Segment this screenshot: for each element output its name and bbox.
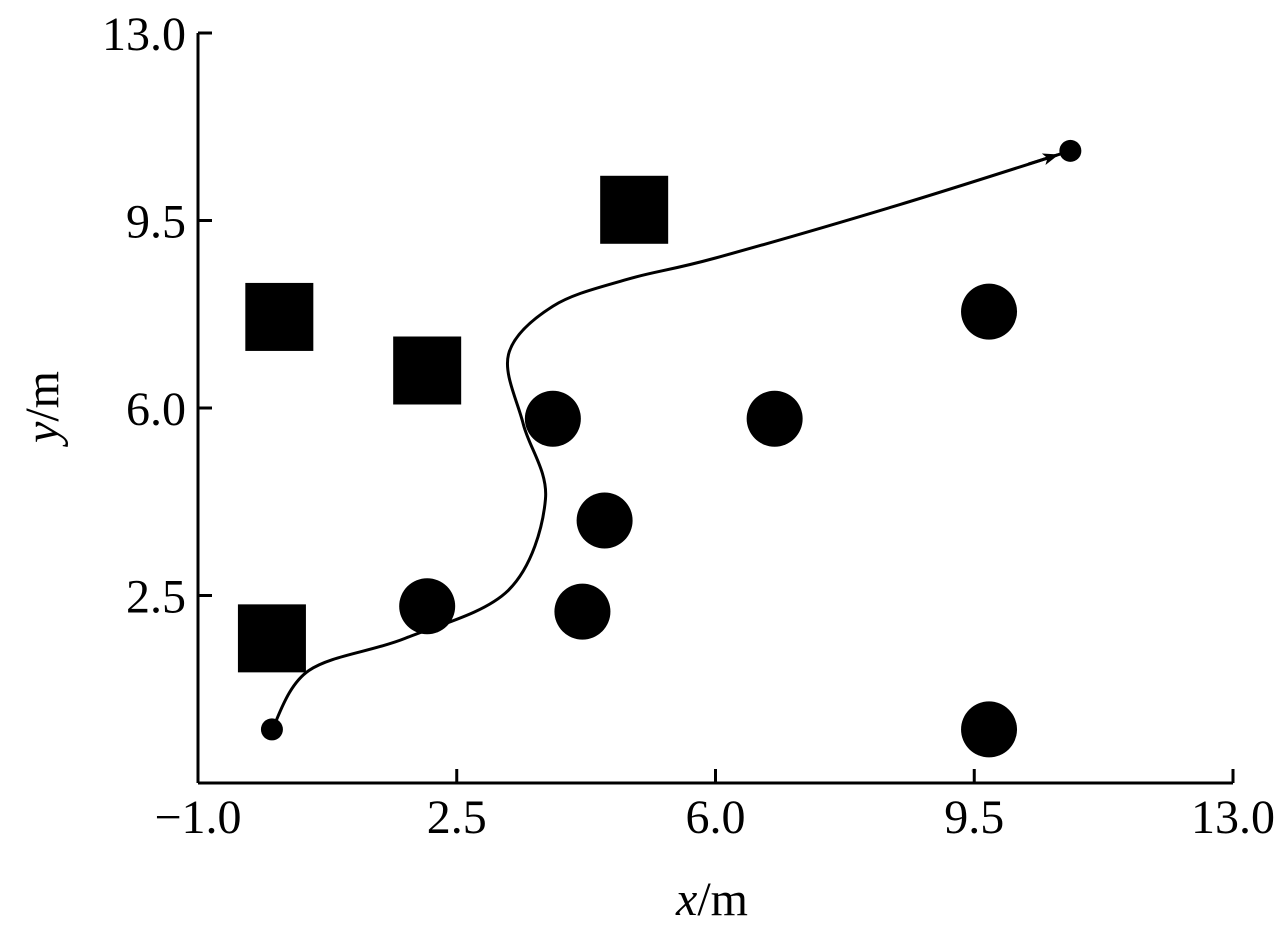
y-ticks: 2.5 6.0 9.5 13.0 xyxy=(102,8,212,624)
x-tick-label: 2.5 xyxy=(427,791,487,844)
circle-obstacle xyxy=(554,583,611,640)
path-start-point xyxy=(260,718,283,741)
planned-path xyxy=(260,139,1082,741)
y-tick-label: 13.0 xyxy=(102,8,186,61)
circle-obstacle xyxy=(746,390,803,447)
path-end-point xyxy=(1059,139,1082,162)
x-axis-title: x/m xyxy=(675,873,748,926)
axes: −1.0 2.5 6.0 9.5 13.0 2.5 6.0 9.5 13.0 xyxy=(102,8,1275,844)
square-obstacle xyxy=(600,175,669,244)
square-obstacle xyxy=(393,336,462,405)
circle-obstacle xyxy=(399,578,456,635)
y-axis-title: y/m xyxy=(16,371,69,448)
path-curve xyxy=(270,149,1071,731)
circle-obstacle xyxy=(576,492,633,549)
x-tick-label: 9.5 xyxy=(944,791,1004,844)
square-obstacle xyxy=(237,604,306,673)
x-ticks: −1.0 2.5 6.0 9.5 13.0 xyxy=(154,769,1275,844)
circle-obstacles xyxy=(399,283,1018,758)
y-tick-label: 9.5 xyxy=(126,196,186,249)
x-tick-label: −1.0 xyxy=(154,791,241,844)
square-obstacle xyxy=(245,282,314,351)
path-arrowhead xyxy=(1027,153,1059,166)
x-tick-label: 13.0 xyxy=(1191,791,1275,844)
y-tick-label: 2.5 xyxy=(126,571,186,624)
circle-obstacle xyxy=(524,390,581,447)
circle-obstacle xyxy=(961,701,1018,758)
square-obstacles xyxy=(237,175,669,673)
x-tick-label: 6.0 xyxy=(686,791,746,844)
y-tick-label: 6.0 xyxy=(126,383,186,436)
circle-obstacle xyxy=(961,283,1018,340)
